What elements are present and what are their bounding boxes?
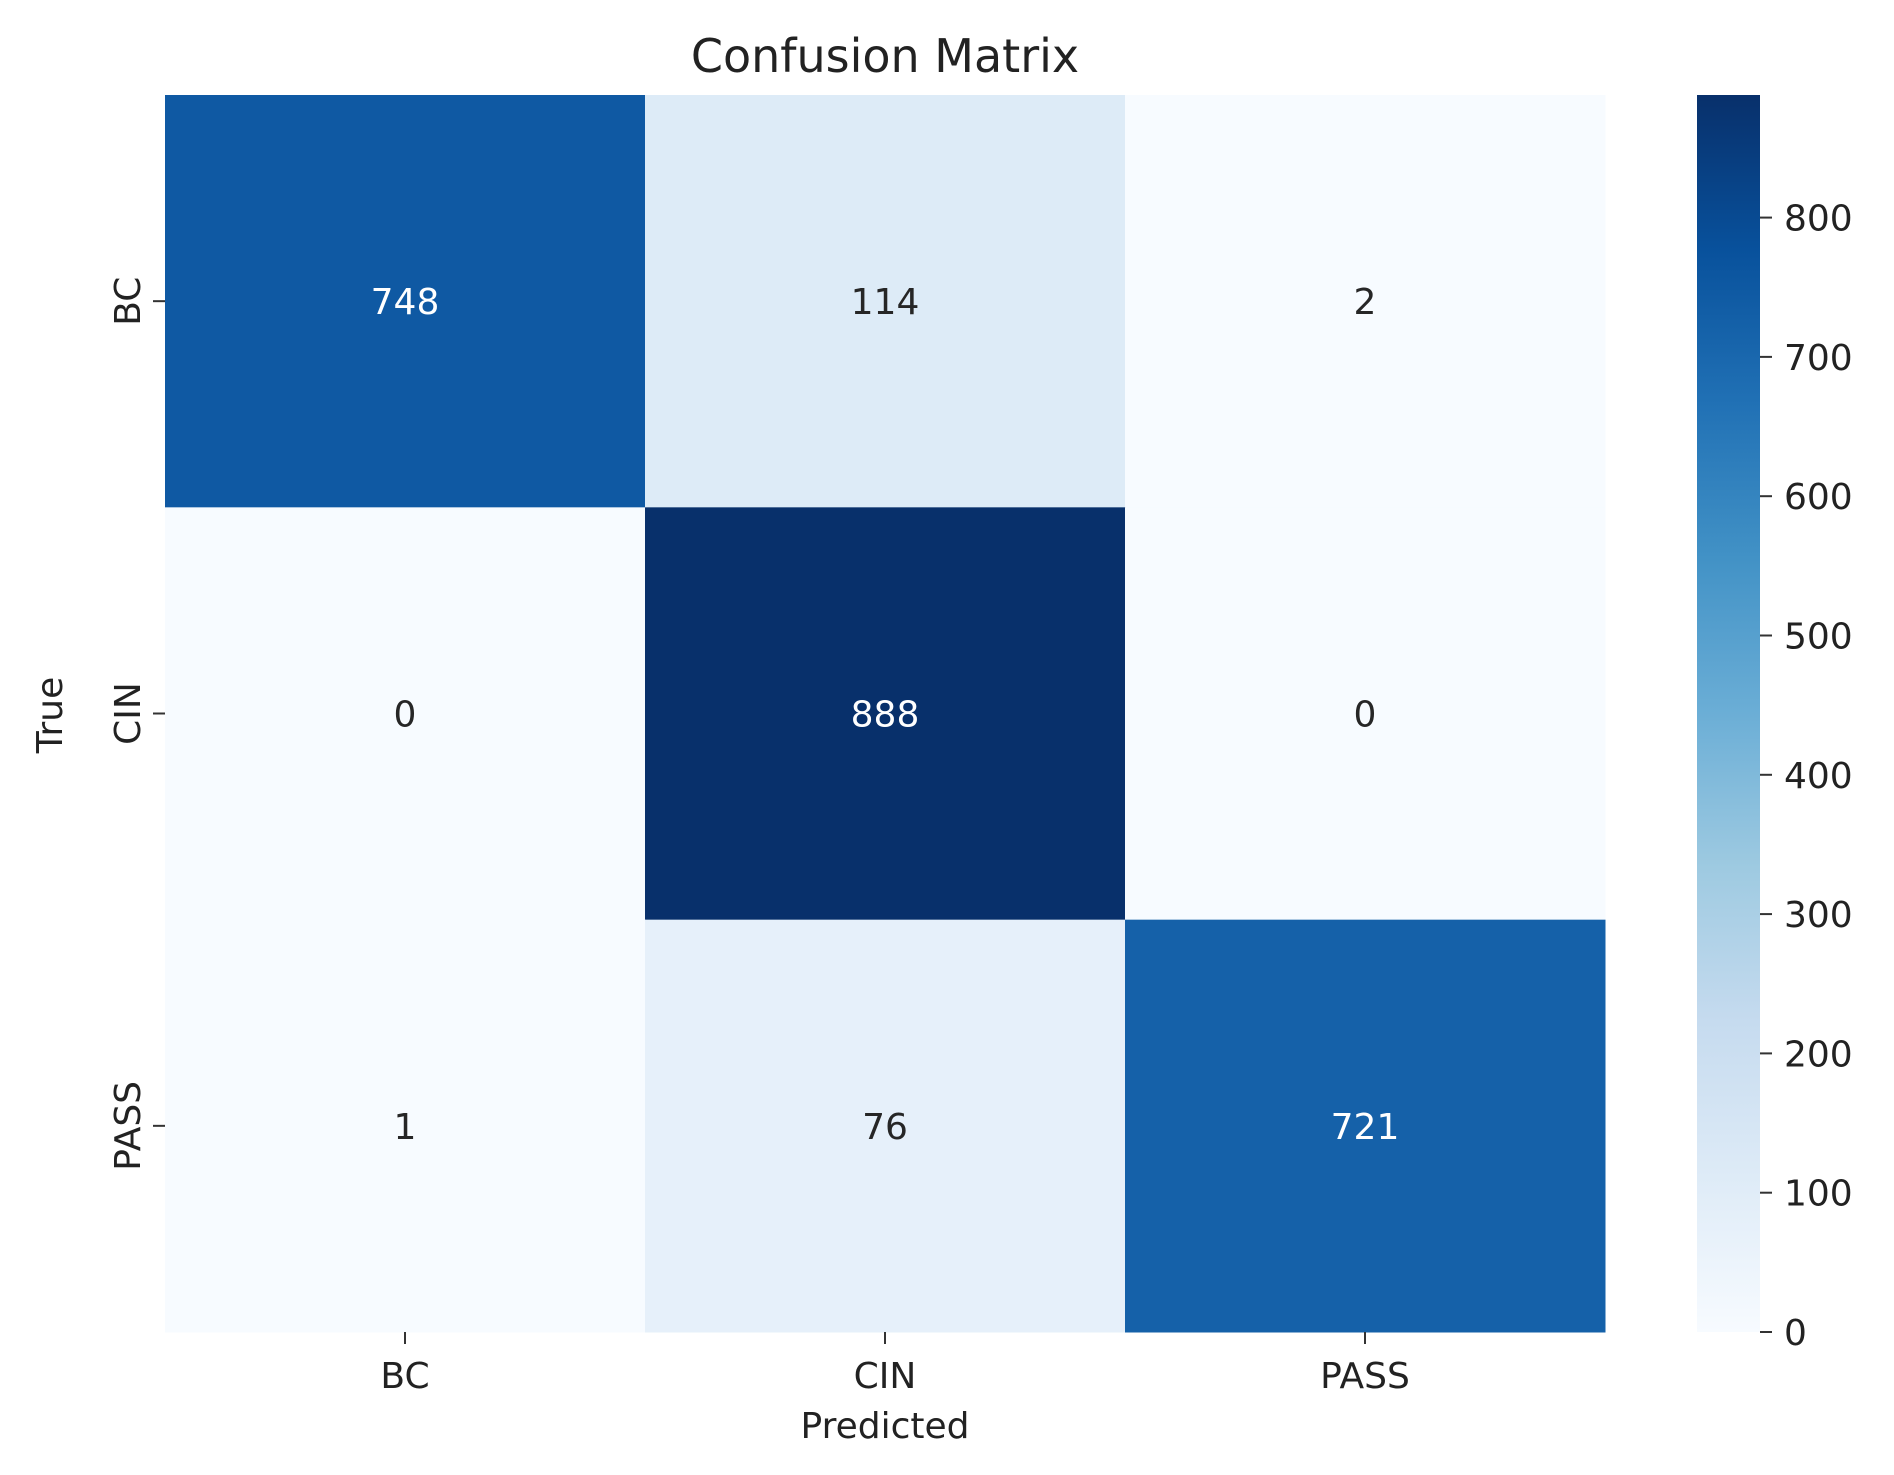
heatmap-cell-pass-bc [165,919,646,1333]
chart-title: Confusion Matrix [691,29,1079,83]
colorbar-tick-label: 800 [1784,199,1853,240]
heatmap-cell-pass-cin [645,919,1126,1333]
cell-value-label: 1 [394,1107,417,1148]
y-axis-label: True [30,677,71,754]
colorbar [1697,95,1760,1332]
cell-value-label: 888 [851,695,920,736]
cell-value-label: 2 [1354,282,1377,323]
y-axis-ticks: BC CIN PASS [108,277,165,1171]
cell-value-label: 0 [394,695,417,736]
x-axis-label: Predicted [801,1406,970,1447]
colorbar-tick-label: 700 [1784,338,1853,379]
cell-value-label: 748 [371,282,440,323]
heatmap-cells [165,95,1606,1333]
cell-value-label: 0 [1354,695,1377,736]
colorbar-ticks: 0 100 200 300 400 500 600 700 800 [1760,199,1853,1354]
heatmap-cell-bc-pass [1125,95,1606,508]
heatmap-cell-labels: 748 114 2 0 888 0 1 76 721 [371,282,1400,1148]
y-tick-label: CIN [108,682,149,745]
colorbar-tick-label: 200 [1784,1034,1853,1075]
colorbar-tick-label: 400 [1784,756,1853,797]
heatmap-cell-cin-cin [645,507,1126,921]
heatmap-cell-bc-bc [165,95,646,508]
heatmap-cell-cin-pass [1125,507,1606,921]
cell-value-label: 721 [1331,1107,1400,1148]
heatmap-cell-pass-pass [1125,919,1606,1333]
x-tick-label: BC [380,1356,429,1397]
x-axis-ticks: BC CIN PASS [380,1332,1410,1397]
y-tick-label: PASS [108,1081,149,1171]
y-tick-label: BC [108,277,149,326]
x-tick-label: PASS [1320,1356,1410,1397]
cell-value-label: 114 [851,282,920,323]
cell-value-label: 76 [862,1107,908,1148]
heatmap-cell-cin-bc [165,507,646,921]
colorbar-tick-label: 500 [1784,616,1853,657]
colorbar-tick-label: 0 [1784,1313,1807,1354]
heatmap-cell-bc-cin [645,95,1126,508]
colorbar-tick-label: 100 [1784,1174,1853,1215]
colorbar-tick-label: 300 [1784,895,1853,936]
x-tick-label: CIN [854,1356,917,1397]
colorbar-tick-label: 600 [1784,477,1853,518]
